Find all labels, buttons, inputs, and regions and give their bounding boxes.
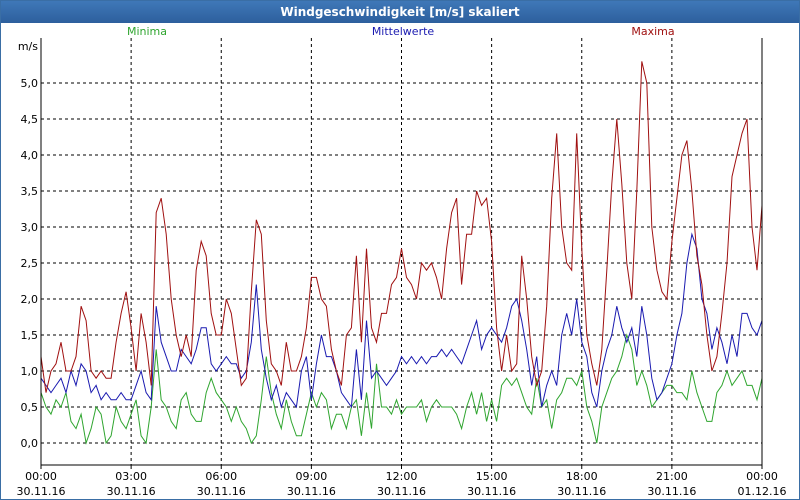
- legend: Minima Mittelwerte Maxima: [127, 25, 675, 38]
- x-tick-time: 18:00: [566, 470, 598, 483]
- y-tick-label: 4,5: [21, 113, 39, 126]
- y-tick-label: 2,5: [21, 257, 39, 270]
- x-tick-time: 15:00: [476, 470, 508, 483]
- y-tick-label: 2,0: [21, 293, 39, 306]
- x-tick-time: 09:00: [296, 470, 328, 483]
- legend-minima: Minima: [127, 25, 167, 38]
- axes: 0,0 0,5 1,0 1,5 2,0 2,5 3,0 3,5 4,0 4,5 5,0 m/s 00:0…: [17, 38, 787, 498]
- y-tick-label: 1,5: [21, 329, 39, 342]
- y-axis-unit: m/s: [18, 40, 38, 53]
- y-tick-label: 3,0: [21, 221, 39, 234]
- x-tick-time: 03:00: [115, 470, 147, 483]
- wind-speed-chart: 0,0 0,5 1,0 1,5 2,0 2,5 3,0 3,5 4,0 4,5 5,0 m/s 00:0…: [17, 25, 787, 498]
- y-tick-label: 5,0: [21, 77, 39, 90]
- x-tick-date: 30.11.16: [377, 485, 426, 498]
- legend-mittelwerte: Mittelwerte: [372, 25, 435, 38]
- x-tick-time: 21:00: [656, 470, 688, 483]
- x-tick-date: 30.11.16: [197, 485, 246, 498]
- y-tick-label: 4,0: [21, 149, 39, 162]
- x-tick-date: 30.11.16: [107, 485, 156, 498]
- y-tick-label: 1,0: [21, 365, 39, 378]
- x-tick-time: 00:00: [746, 470, 778, 483]
- x-tick-time: 00:00: [25, 470, 57, 483]
- x-tick-date: 30.11.16: [557, 485, 606, 498]
- y-tick-label: 0,5: [21, 401, 39, 414]
- y-tick-label: 0,0: [21, 437, 39, 450]
- grid: [41, 38, 762, 465]
- legend-maxima: Maxima: [631, 25, 674, 38]
- x-tick-time: 06:00: [205, 470, 237, 483]
- y-tick-label: 3,5: [21, 185, 39, 198]
- x-tick-date: 30.11.16: [287, 485, 336, 498]
- x-tick-date: 01.12.16: [738, 485, 787, 498]
- x-tick-time: 12:00: [386, 470, 418, 483]
- x-tick-date: 30.11.16: [17, 485, 66, 498]
- window-title: Windgeschwindigkeit [m/s] skaliert: [1, 1, 799, 23]
- x-tick-date: 30.11.16: [467, 485, 516, 498]
- x-tick-date: 30.11.16: [647, 485, 696, 498]
